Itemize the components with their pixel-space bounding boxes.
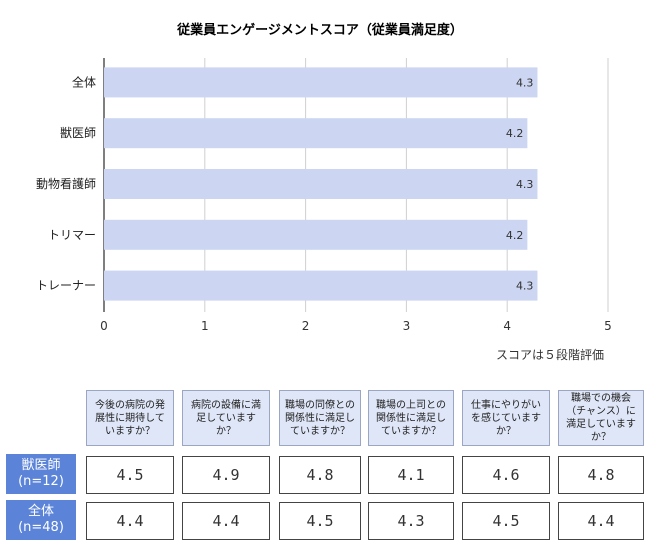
x-tick-label: 0 — [100, 319, 108, 333]
score-cell: 4.5 — [279, 502, 361, 540]
bar — [104, 219, 528, 250]
question-header: 病院の設備に満足していますか？ — [182, 390, 270, 446]
bar — [104, 169, 538, 199]
score-cell: 4.5 — [462, 502, 550, 540]
score-cell: 4.5 — [86, 456, 174, 494]
bar-value-label: 4.2 — [506, 127, 524, 140]
chart-bars: 4.3 4.2 4.3 4.2 4.3 — [104, 67, 538, 301]
bar — [104, 67, 538, 98]
x-tick-labels: 0 1 2 3 4 5 — [100, 319, 612, 333]
x-tick-label: 3 — [403, 319, 411, 333]
score-cell: 4.4 — [86, 502, 174, 540]
bar-value-label: 4.2 — [506, 229, 524, 242]
scale-note: スコアは５段階評価 — [496, 348, 605, 362]
row-header: 全体 (n=48) — [6, 500, 76, 540]
category-label: トリマー — [48, 228, 96, 242]
bar-chart: 従業員エンゲージメントスコア（従業員満足度） 4.3 4.2 4.3 4.2 4.3 全… — [36, 22, 612, 333]
bar-value-label: 4.3 — [516, 280, 534, 293]
x-tick-label: 5 — [604, 319, 612, 333]
bar — [104, 118, 528, 149]
bar-value-label: 4.3 — [516, 178, 534, 191]
category-label: 全体 — [72, 74, 96, 89]
score-cell: 4.6 — [462, 456, 550, 494]
x-tick-label: 4 — [503, 319, 511, 333]
x-tick-label: 1 — [201, 319, 209, 333]
row-header: 獣医師 (n=12) — [6, 454, 76, 494]
score-cell: 4.3 — [368, 502, 454, 540]
category-label: 動物看護師 — [36, 176, 96, 191]
row-sample-size: (n=48) — [18, 520, 64, 535]
x-tick-label: 2 — [302, 319, 310, 333]
bar — [104, 270, 538, 301]
row-label: 獣医師 — [21, 458, 61, 473]
score-cell: 4.8 — [558, 456, 644, 494]
row-sample-size: (n=12) — [18, 474, 64, 489]
score-cell: 4.4 — [182, 502, 270, 540]
score-cell: 4.1 — [368, 456, 454, 494]
question-header: 職場での機会（チャンス）に満足していますか？ — [558, 390, 644, 446]
chart-title: 従業員エンゲージメントスコア（従業員満足度） — [176, 22, 463, 38]
row-label: 全体 — [27, 504, 54, 519]
score-cell: 4.4 — [558, 502, 644, 540]
question-header: 職場の同僚との関係性に満足していますか？ — [279, 390, 361, 446]
score-cell: 4.8 — [279, 456, 361, 494]
category-label: トレーナー — [36, 279, 96, 293]
question-header: 仕事にやりがいを感じていますか？ — [462, 390, 550, 446]
question-header: 今後の病院の発展性に期待していますか？ — [86, 390, 174, 446]
category-label: 獣医師 — [60, 126, 96, 140]
bar-value-label: 4.3 — [516, 76, 534, 89]
question-header: 職場の上司との関係性に満足していますか？ — [368, 390, 454, 446]
score-cell: 4.9 — [182, 456, 270, 494]
